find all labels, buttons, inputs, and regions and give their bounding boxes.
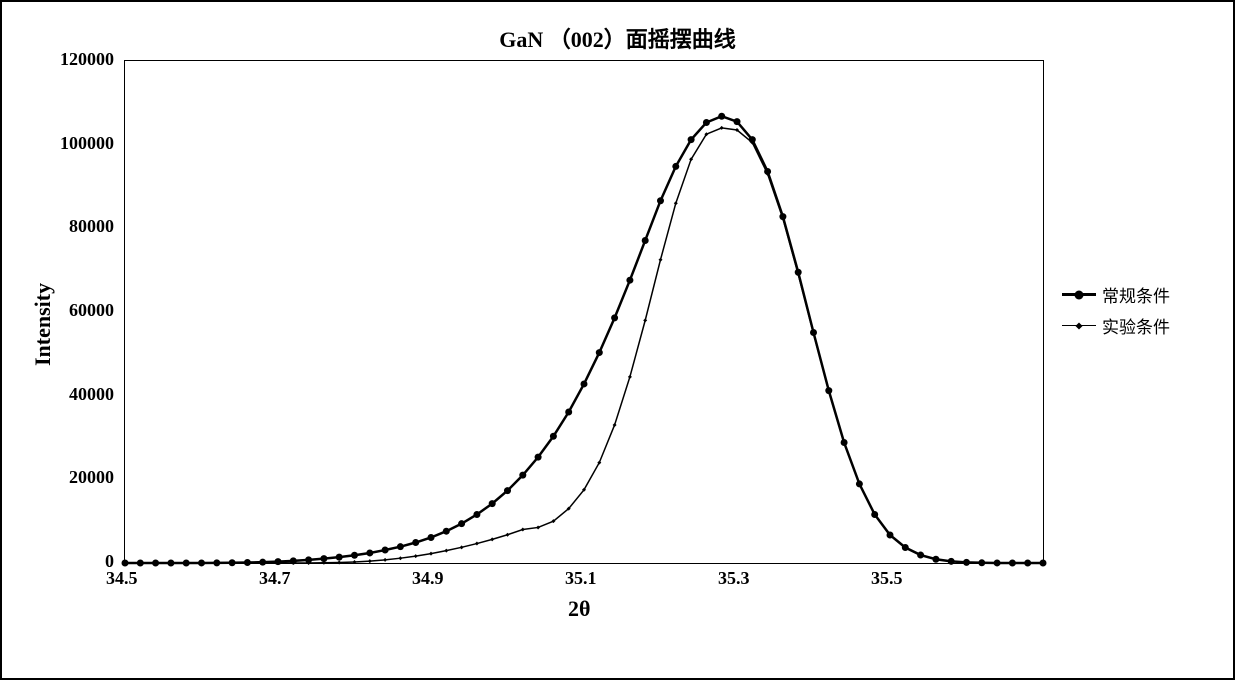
series-marker-s1: [443, 528, 450, 535]
series-marker-s1: [581, 380, 588, 387]
series-marker-s1: [734, 118, 741, 125]
legend-line: [1062, 293, 1096, 296]
series-marker-s1: [688, 136, 695, 143]
y-axis-label: Intensity: [30, 283, 56, 366]
x-axis-label: 2θ: [568, 596, 590, 622]
y-tick-label: 20000: [69, 467, 114, 488]
series-marker-s1: [336, 554, 343, 561]
series-marker-s2: [521, 528, 525, 532]
series-marker-s1: [611, 314, 618, 321]
chart-frame: GaN （002）面摇摆曲线 Intensity 2θ 常规条件实验条件 020…: [0, 0, 1235, 680]
series-marker-s2: [536, 525, 540, 529]
series-marker-s2: [368, 559, 372, 563]
legend-label: 实验条件: [1102, 313, 1170, 338]
series-marker-s2: [628, 375, 632, 379]
chart-title: GaN （002）面摇摆曲线: [2, 22, 1233, 54]
series-marker-s1: [657, 197, 664, 204]
legend: 常规条件实验条件: [1062, 282, 1170, 344]
series-marker-s1: [703, 119, 710, 126]
legend-item: 常规条件: [1062, 282, 1170, 307]
series-marker-s1: [519, 472, 526, 479]
series-marker-s1: [397, 543, 404, 550]
x-tick-label: 34.7: [259, 568, 291, 589]
series-marker-s1: [412, 539, 419, 546]
series-marker-s1: [428, 534, 435, 541]
series-marker-s1: [565, 408, 572, 415]
x-tick-label: 34.5: [106, 568, 138, 589]
series-marker-s2: [460, 545, 464, 549]
plot-area: [124, 60, 1044, 564]
series-marker-s1: [473, 511, 480, 518]
series-marker-s2: [475, 542, 479, 546]
series-marker-s2: [613, 423, 617, 427]
series-marker-s1: [351, 552, 358, 559]
series-marker-s1: [672, 163, 679, 170]
legend-label: 常规条件: [1102, 282, 1170, 307]
series-marker-s2: [674, 201, 678, 205]
series-marker-s1: [504, 487, 511, 494]
series-marker-s2: [353, 560, 357, 564]
series-marker-s1: [489, 500, 496, 507]
series-marker-s2: [659, 258, 663, 262]
x-tick-label: 34.9: [412, 568, 444, 589]
series-marker-s1: [382, 547, 389, 554]
series-marker-s1: [626, 277, 633, 284]
legend-marker: [1075, 322, 1082, 329]
series-marker-s2: [383, 558, 387, 562]
series-marker-s2: [337, 560, 341, 564]
y-tick-label: 60000: [69, 300, 114, 321]
legend-item: 实验条件: [1062, 313, 1170, 338]
series-marker-s2: [444, 549, 448, 553]
plot-svg: [125, 61, 1043, 563]
y-tick-label: 120000: [60, 49, 114, 70]
y-tick-label: 80000: [69, 216, 114, 237]
legend-marker: [1075, 290, 1084, 299]
series-marker-s2: [506, 533, 510, 537]
series-line-s1: [125, 116, 1043, 563]
series-marker-s2: [643, 318, 647, 322]
y-tick-label: 40000: [69, 384, 114, 405]
x-tick-label: 35.3: [718, 568, 750, 589]
y-tick-label: 100000: [60, 133, 114, 154]
series-marker-s2: [398, 556, 402, 560]
series-marker-s1: [642, 237, 649, 244]
series-marker-s1: [458, 520, 465, 527]
series-marker-s2: [429, 552, 433, 556]
series-marker-s1: [718, 113, 725, 120]
series-marker-s1: [596, 349, 603, 356]
series-marker-s2: [490, 537, 494, 541]
series-marker-s1: [550, 433, 557, 440]
series-marker-s2: [414, 554, 418, 558]
series-line-s2: [125, 128, 1043, 563]
series-marker-s1: [535, 454, 542, 461]
legend-line: [1062, 325, 1096, 327]
x-tick-label: 35.1: [565, 568, 597, 589]
x-tick-label: 35.5: [871, 568, 903, 589]
series-marker-s2: [720, 126, 724, 130]
series-marker-s1: [366, 549, 373, 556]
